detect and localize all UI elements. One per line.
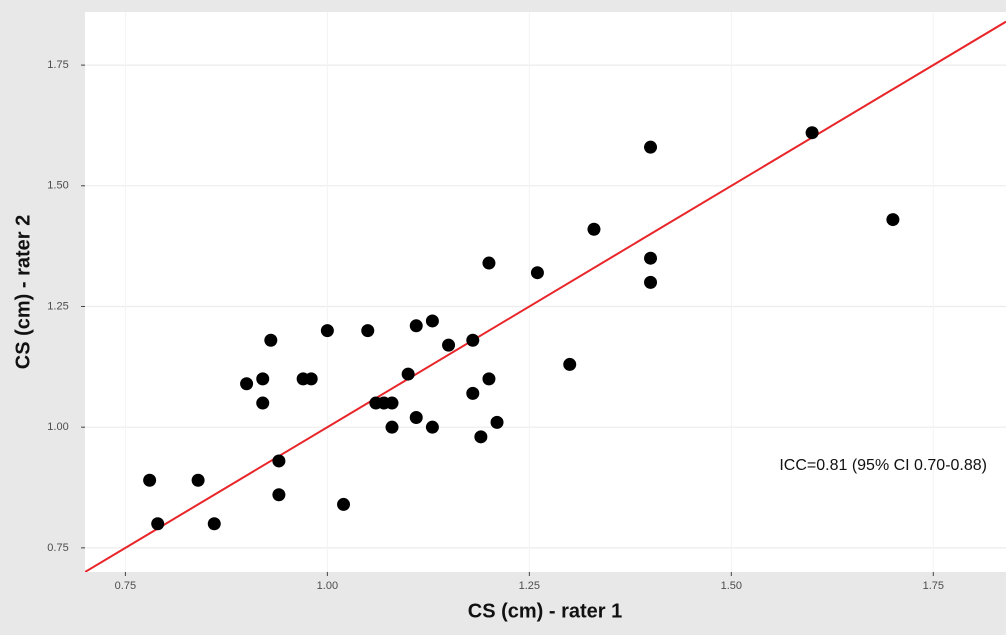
point [272,454,286,468]
point [886,213,900,227]
y-tick-label: 1.50 [47,180,68,192]
point [272,488,286,502]
point [490,415,504,429]
x-tick-label: 1.25 [519,580,540,592]
point [401,367,415,381]
point [530,266,544,280]
identity-line [85,20,1006,572]
point [143,473,157,487]
y-tick-label: 0.75 [47,542,68,554]
point [474,430,488,444]
point [256,372,270,386]
point [337,497,351,511]
point [264,333,278,347]
x-tick-label: 1.50 [721,580,742,592]
point [644,140,658,154]
point [409,319,423,333]
y-tick-label: 1.00 [47,421,68,433]
annotation: ICC=0.81 (95% CI 0.70-0.88) [779,457,987,474]
y-axis-title: CS (cm) - rater 2 [12,215,34,370]
point [385,396,399,410]
point [466,386,480,400]
x-tick-label: 1.00 [317,580,338,592]
point [425,420,439,434]
point [563,357,577,371]
point [409,411,423,425]
plot-panel [85,12,1006,572]
grid [85,12,1006,572]
point [191,473,205,487]
point [207,517,221,531]
y-tick-label: 1.25 [47,300,68,312]
point [240,377,254,391]
point [587,222,601,236]
y-tick-label: 1.75 [47,59,68,71]
point [425,314,439,328]
point [442,338,456,352]
x-tick-label: 1.75 [923,580,944,592]
marks [85,20,1006,572]
point [805,126,819,140]
point [304,372,318,386]
point [644,251,658,265]
point [466,333,480,347]
point [482,256,496,270]
point [644,275,658,289]
point [385,420,399,434]
x-axis-title: CS (cm) - rater 1 [468,600,623,622]
point [320,324,334,338]
x-tick-label: 0.75 [115,580,136,592]
point [151,517,165,531]
point [361,324,375,338]
point [256,396,270,410]
point [482,372,496,386]
